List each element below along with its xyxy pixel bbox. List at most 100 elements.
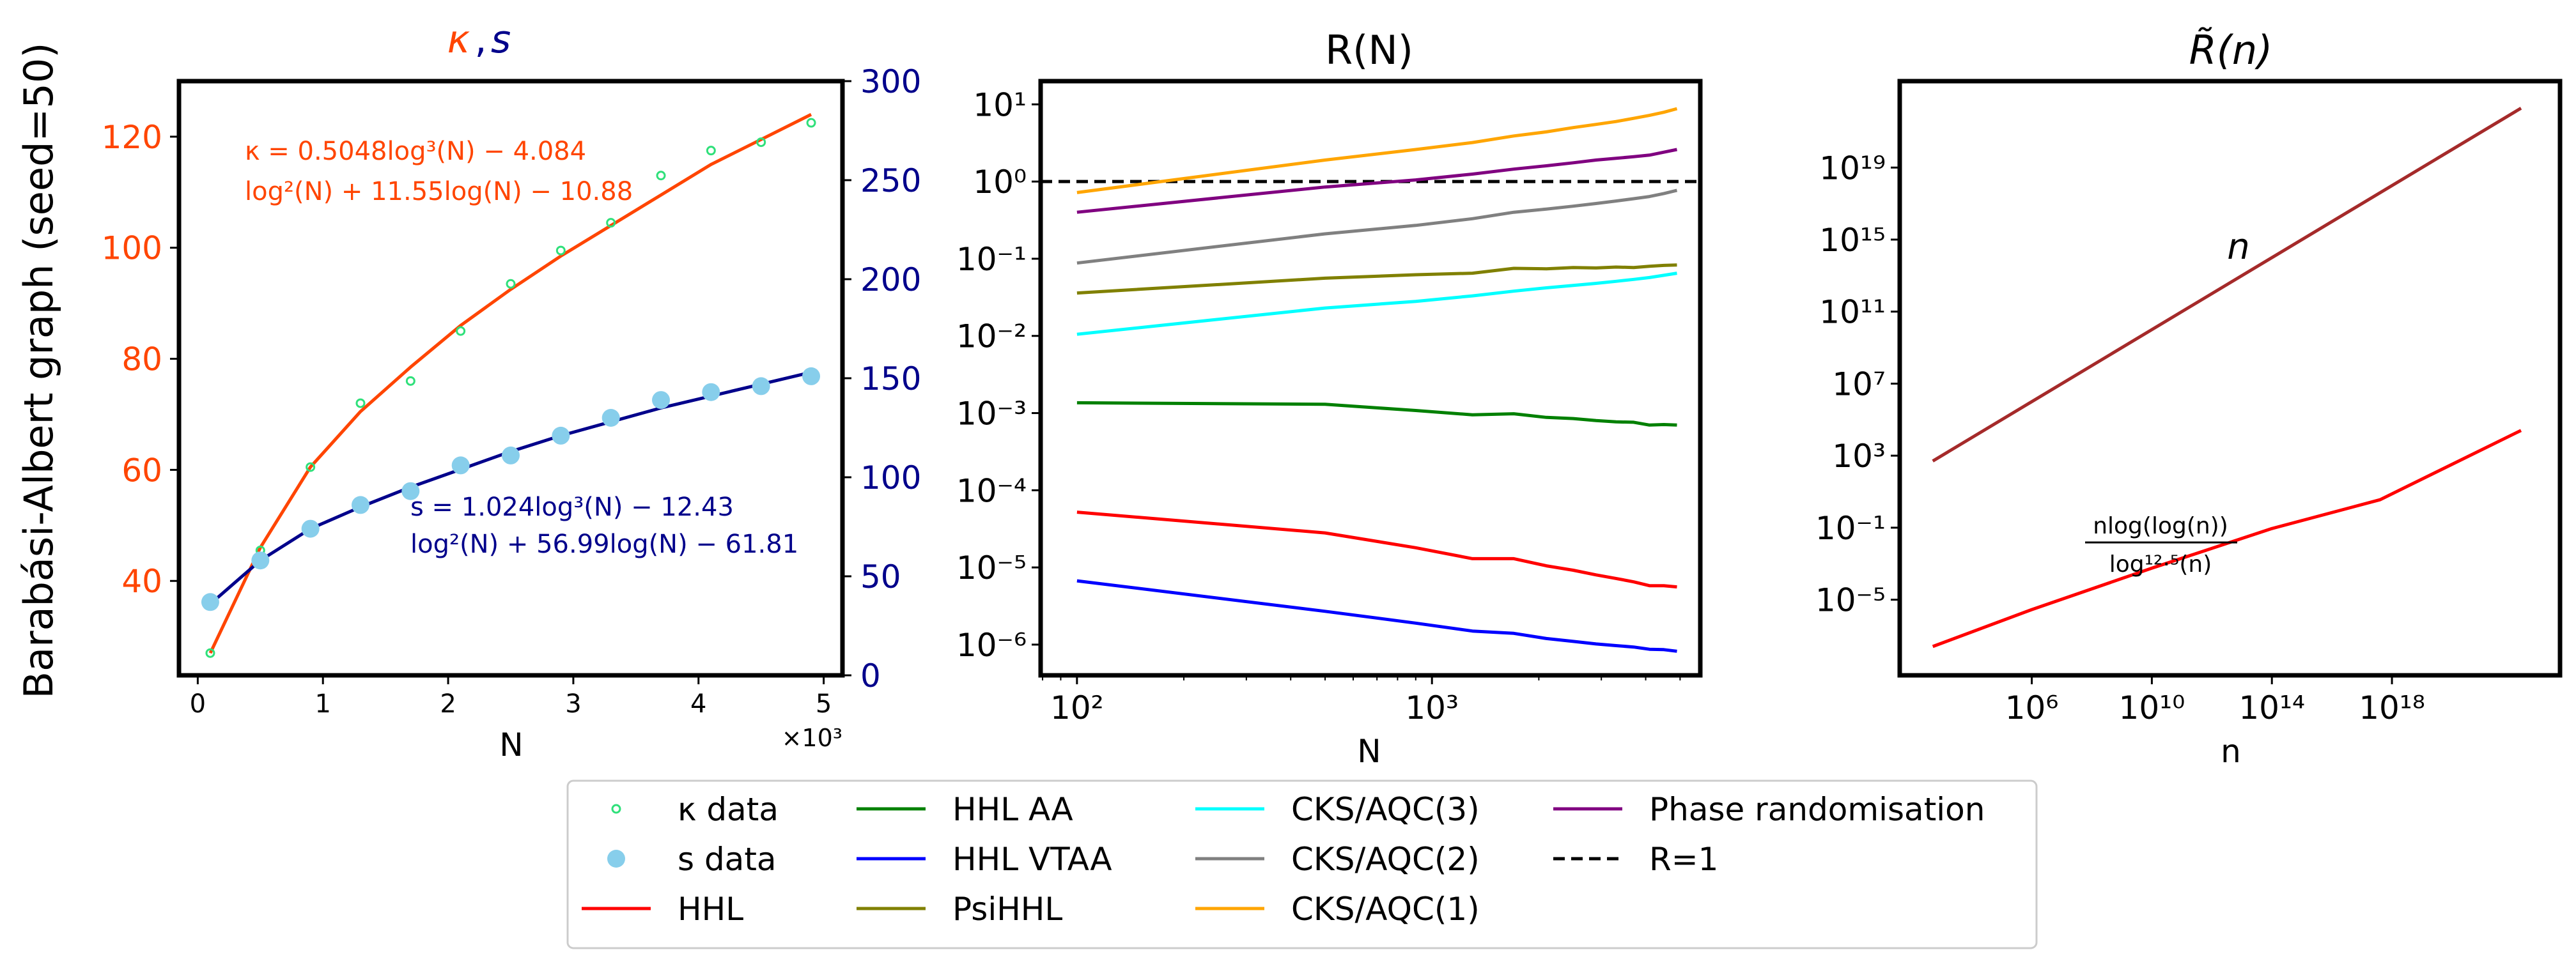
p2-ytick-label: 10⁻³	[956, 395, 1027, 433]
p2-series-line-5	[1076, 188, 1678, 265]
p1-title-kappa: κ	[447, 17, 470, 62]
p1-s-point	[702, 383, 720, 401]
p1-ytick-left-label: 100	[102, 230, 162, 267]
p3-ytick-label: 10³	[1832, 438, 1886, 475]
p2-series-line-4	[1076, 272, 1677, 336]
p1-xlabel: N	[499, 726, 523, 763]
p1-s-point	[802, 367, 821, 385]
p1-s-fit-line2: log²(N) + 56.99log(N) − 61.81	[410, 530, 798, 559]
legend-label: HHL VTAA	[952, 841, 1112, 878]
p1-frame	[176, 79, 845, 678]
p2-series-line-0	[1076, 510, 1677, 589]
p1-ytick-left-label: 40	[121, 563, 162, 600]
p2-ytick-label: 10⁻⁶	[956, 627, 1027, 664]
r-tilde-panel: R̃(n) 10⁶ 10¹⁰ 10¹⁴ 10¹⁸10⁻⁵10⁻¹10³10⁷10¹¹1…	[1815, 27, 2563, 770]
p3-series-line-0	[1932, 107, 2522, 463]
legend: κ data s data HHL HHL AA HHL VTAA PsiHHL CKS/A…	[566, 779, 2038, 949]
p2-series-line-6	[1076, 107, 1678, 194]
p2-ytick-label: 10⁻⁵	[956, 549, 1027, 587]
p1-ytick-right-label: 100	[860, 459, 921, 496]
legend-frame	[566, 779, 2038, 949]
p3-ytick-label: 10¹⁹	[1819, 150, 1886, 187]
p1-xtick-label: 3	[565, 689, 581, 719]
p1-ytick-left-label: 80	[121, 341, 162, 378]
p1-ytick-left-label: 60	[121, 452, 162, 489]
p1-s-point	[251, 551, 270, 570]
p1-kappa-point	[506, 279, 516, 289]
r-of-n-panel: R(N) 10² 10³10⁻⁶10⁻⁵10⁻⁴10⁻³10⁻²10⁻¹10⁰10…	[956, 27, 1703, 770]
legend-label: s data	[678, 841, 777, 878]
p2-ytick-label: 10⁰	[973, 164, 1027, 201]
p3-frame	[1897, 79, 2563, 678]
p1-kappa-point	[756, 137, 766, 148]
p1-s-point	[351, 496, 369, 514]
p1-kappa-fit-line1: κ = 0.5048log³(N) − 4.084	[245, 137, 586, 166]
legend-handle-kappa	[611, 804, 621, 814]
p1-kappa-point	[555, 245, 566, 256]
p1-title-s: s	[491, 17, 511, 62]
p1-ytick-right-label: 200	[860, 261, 921, 298]
p1-title-sep: ,	[474, 17, 486, 62]
p3-ytick-label: 10⁷	[1832, 365, 1886, 403]
p3-ytick-label: 10¹¹	[1819, 294, 1886, 331]
p2-xtick-label: 10²	[1050, 689, 1104, 726]
legend-handle-s	[607, 850, 625, 868]
legend-label: HHL	[678, 891, 743, 928]
p3-series-line-1	[1932, 429, 2522, 648]
p1-s-point	[201, 593, 219, 611]
p1-xtick-label: 4	[690, 689, 706, 719]
p3-xlabel: n	[2221, 733, 2241, 770]
p2-ytick-label: 10⁻¹	[956, 241, 1027, 278]
p1-xtick-label: 0	[190, 689, 206, 719]
legend-label: CKS/AQC(1)	[1291, 891, 1480, 928]
p1-ytick-right-label: 250	[860, 162, 921, 199]
figure-ylabel: Barabási-Albert graph (seed=50)	[15, 43, 62, 699]
p3-ytick-label: 10⁻¹	[1815, 510, 1886, 547]
p2-series-line-7	[1076, 148, 1678, 214]
legend-label: R=1	[1649, 841, 1718, 878]
legend-label: Phase randomisation	[1649, 791, 1985, 828]
p2-ytick-label: 10⁻⁴	[956, 472, 1027, 509]
p1-xtick-label: 2	[440, 689, 456, 719]
p3-label-n: n	[2227, 226, 2250, 268]
p2-plot-area: 10² 10³ 10⁻⁶ 10⁻⁵ 10⁻⁴ 10⁻³ 10⁻² 10⁻¹ 10⁰ 10¹	[956, 79, 1703, 726]
legend-label: HHL AA	[952, 791, 1073, 828]
p1-s-point	[652, 391, 671, 410]
p1-kappa-point	[806, 118, 816, 128]
p2-series-line-3	[1076, 263, 1677, 295]
p3-plot-area: 10⁶ 10¹⁰ 10¹⁴ 10¹⁸ 10⁻⁵ 10⁻¹ 10³ 10⁷ 10¹¹ 10¹⁵ 10¹…	[1815, 79, 2563, 726]
p2-series-line-2	[1076, 579, 1677, 653]
kappa-s-panel: κ , s 0 1 2 3 4 5 40 60 80 100 120 0 50 100 150 200 250 3…	[102, 17, 922, 763]
p2-ytick-label: 10⁻²	[956, 318, 1027, 355]
p1-plot-area: 0 1 2 3 4 5 40 60 80 100 120 0 50 100 150 200 250 300	[102, 63, 922, 719]
p1-x-multiplier: ×10³	[782, 724, 842, 752]
p1-kappa-point	[306, 462, 316, 472]
p3-xtick-label: 10¹⁰	[2119, 689, 2185, 726]
p2-title: R(N)	[1325, 27, 1413, 73]
p1-s-point	[301, 519, 320, 538]
p2-frame	[1038, 79, 1703, 678]
p1-ytick-right-label: 0	[860, 657, 881, 694]
p1-s-point	[502, 446, 520, 464]
p1-xtick-label: 1	[314, 689, 330, 719]
p1-ytick-right-label: 300	[860, 63, 921, 100]
p3-ytick-label: 10⁻⁵	[1815, 582, 1886, 619]
p2-xlabel: N	[1357, 733, 1381, 770]
p1-fit-line-3	[209, 371, 812, 606]
p1-kappa-point	[205, 648, 215, 658]
legend-label: PsiHHL	[952, 891, 1062, 928]
p1-kappa-point	[355, 398, 366, 408]
p1-xtick-label: 5	[816, 689, 832, 719]
p1-fit-line-2	[208, 112, 812, 654]
p2-series-line-1	[1076, 401, 1677, 427]
legend-label: CKS/AQC(2)	[1291, 841, 1480, 878]
p1-kappa-point	[656, 171, 666, 181]
p3-ytick-label: 10¹⁵	[1819, 222, 1886, 259]
p1-kappa-point	[405, 376, 415, 386]
p1-ytick-right-label: 50	[860, 558, 901, 595]
p1-s-fit-line1: s = 1.024log³(N) − 12.43	[410, 493, 734, 522]
p3-xtick-label: 10¹⁸	[2359, 689, 2425, 726]
p1-s-point	[552, 426, 570, 445]
p3-label-num: nlog(log(n))	[2093, 513, 2228, 539]
